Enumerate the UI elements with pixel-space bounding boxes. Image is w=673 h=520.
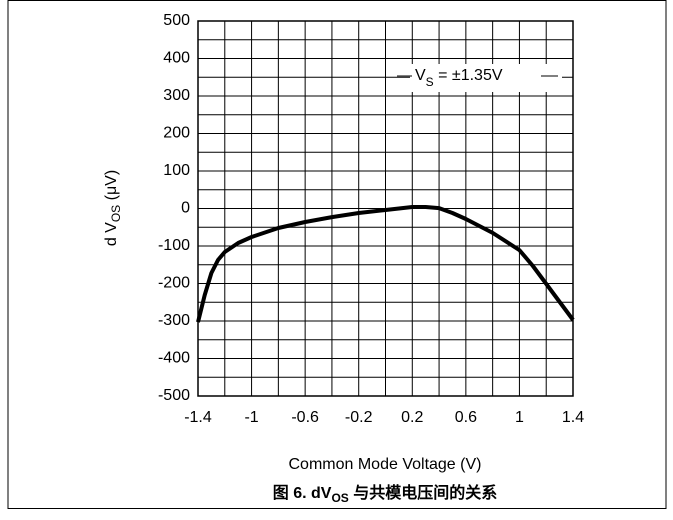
y-tick-label: -500 [158, 387, 190, 404]
annotation: VS = ±1.35V [415, 67, 503, 89]
y-tick-label: 200 [163, 125, 190, 142]
y-tick-label: 300 [163, 87, 190, 104]
data-line [196, 205, 575, 323]
y-label-sub: OS [109, 205, 123, 222]
y-tick-label: 400 [163, 50, 190, 67]
y-label-main: d V [103, 222, 120, 246]
x-tick-label: -1.4 [184, 409, 212, 426]
y-axis-label: d VOS (μV) [103, 170, 123, 246]
y-tick-label: -100 [158, 237, 190, 254]
x-tick-label: -0.6 [291, 409, 319, 426]
caption-sub: OS [331, 491, 348, 505]
annotation-bg [410, 64, 562, 92]
x-tick-label: 0.2 [401, 409, 423, 426]
annotation-sub: S [426, 75, 434, 89]
annotation-tail: = ±1.35V [434, 67, 503, 84]
x-tick-label: 1.4 [562, 409, 584, 426]
caption-main: 图 6. dV [273, 484, 332, 502]
x-tick-label: 0.6 [455, 409, 477, 426]
y-tick-label: 100 [163, 162, 190, 179]
plot-border [197, 20, 574, 397]
y-label-tail: (μV) [103, 170, 120, 205]
annotation-main: V [415, 67, 426, 84]
x-tick-label: 1 [515, 409, 524, 426]
y-tick-label: -400 [158, 350, 190, 367]
y-tick-label: 500 [163, 12, 190, 29]
caption-tail: 与共模电压间的关系 [349, 483, 497, 502]
y-tick-label: -200 [158, 275, 190, 292]
y-tick-label: -300 [158, 312, 190, 329]
frame [7, 0, 667, 509]
caption: 图 6. dVOS 与共模电压间的关系 [273, 483, 497, 505]
x-tick-label: -0.2 [345, 409, 373, 426]
x-axis-label: Common Mode Voltage (V) [289, 456, 482, 473]
x-tick-label: -1 [244, 409, 258, 426]
y-tick-label: 0 [181, 200, 190, 217]
